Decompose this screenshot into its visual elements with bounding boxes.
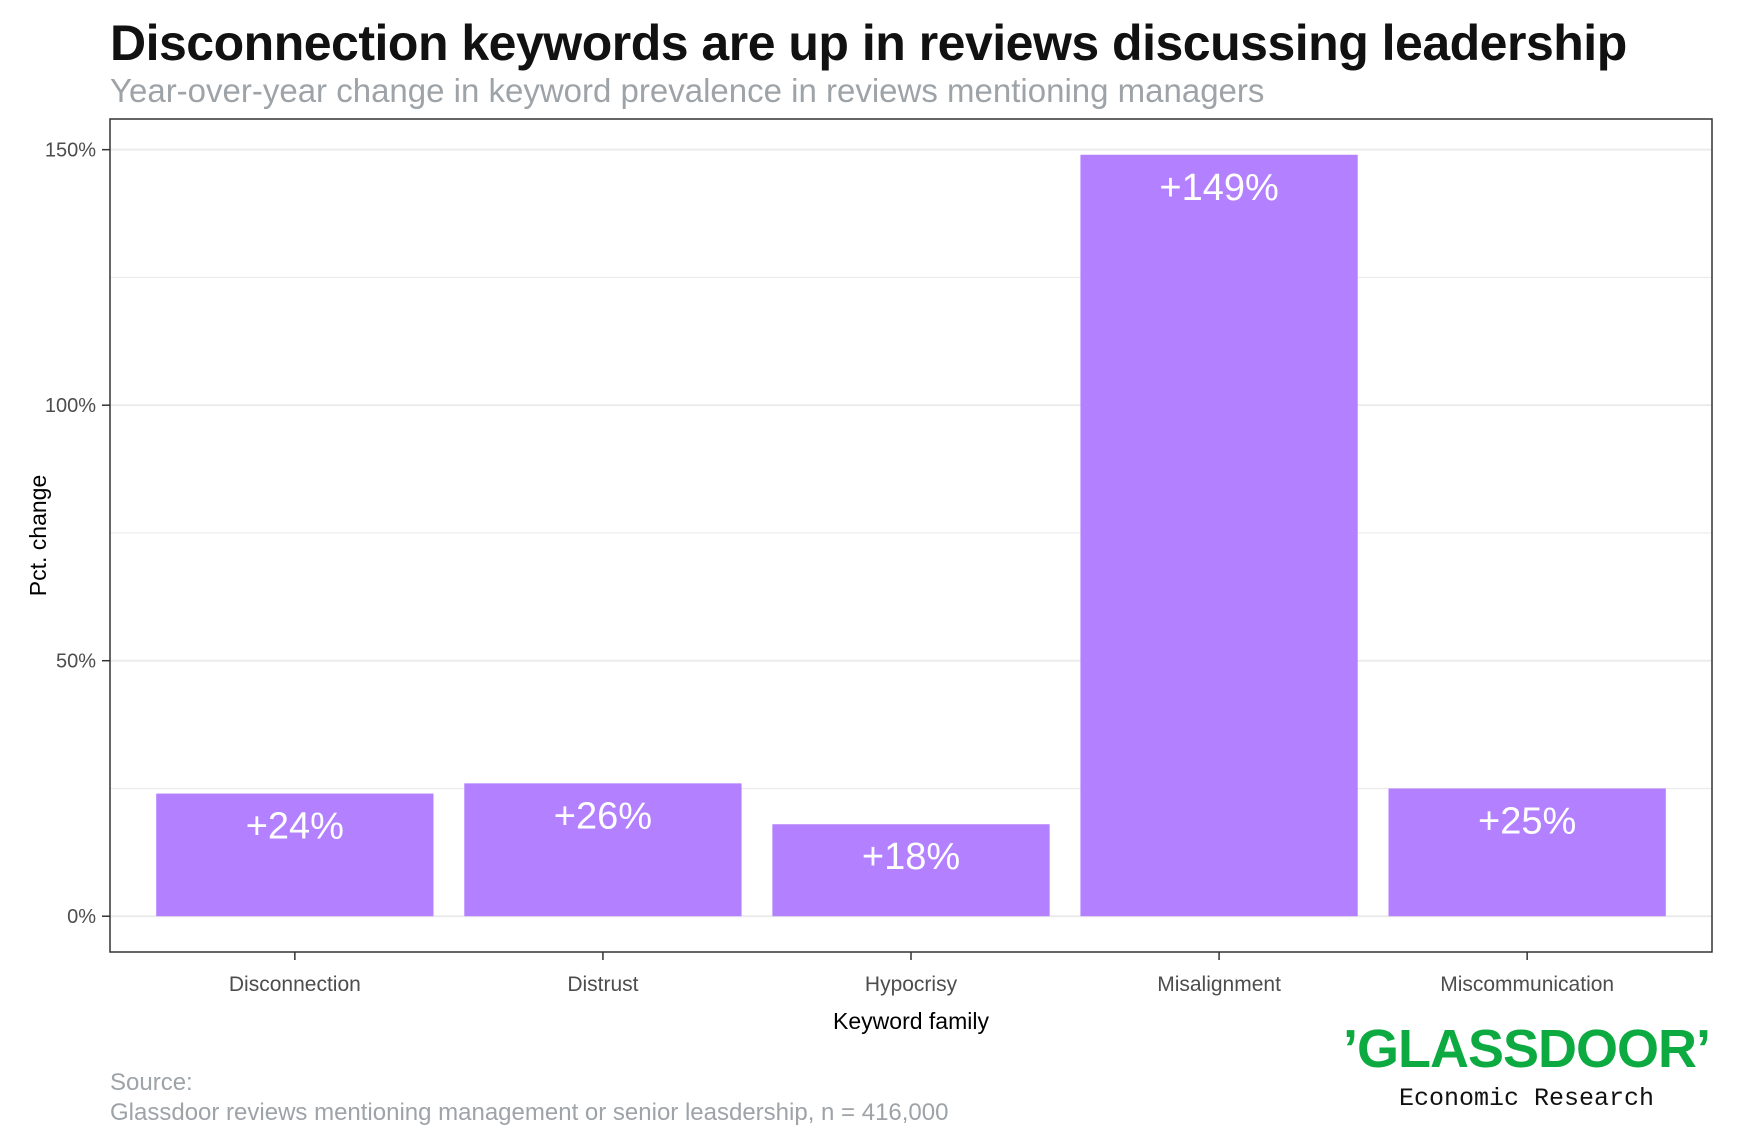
y-tick-label: 50%	[56, 651, 96, 673]
x-tick-label: Hypocrisy	[865, 973, 958, 996]
glassdoor-logo: ’GLASSDOOR’ Economic Research	[1342, 1018, 1711, 1113]
data-label: +24%	[246, 806, 344, 848]
plot-panel-border	[109, 118, 1713, 953]
bar-hypocrisy	[772, 824, 1050, 917]
x-axis-title: Keyword family	[833, 1008, 989, 1034]
logo-subtitle: Economic Research	[1398, 1084, 1654, 1113]
data-label: +25%	[1478, 800, 1576, 842]
bar-miscommunication	[1388, 788, 1666, 917]
x-tick-label: Distrust	[567, 973, 638, 996]
x-tick-label: Miscommunication	[1440, 973, 1614, 996]
data-label: +149%	[1159, 167, 1278, 209]
source-text: Glassdoor reviews mentioning management …	[110, 1099, 949, 1126]
data-label: +26%	[554, 795, 652, 837]
data-label: +18%	[862, 836, 960, 878]
source-note: Source: Glassdoor reviews mentioning man…	[110, 1068, 948, 1128]
y-tick-label: 150%	[45, 140, 96, 162]
chart-subtitle: Year-over-year change in keyword prevale…	[110, 72, 1265, 109]
x-tick-label: Disconnection	[229, 973, 361, 996]
x-tick-label: Misalignment	[1157, 973, 1281, 996]
bar-misalignment	[1080, 154, 1358, 917]
y-tick-label: 100%	[45, 395, 96, 417]
chart-title: Disconnection keywords are up in reviews…	[110, 15, 1627, 71]
bar-distrust	[464, 783, 742, 917]
bar-disconnection	[156, 793, 434, 917]
y-axis-title: Pct. change	[25, 475, 51, 596]
source-label: Source:	[110, 1069, 193, 1096]
logo-wordmark: ’GLASSDOOR’	[1342, 1019, 1711, 1079]
y-tick-label: 0%	[67, 906, 96, 928]
